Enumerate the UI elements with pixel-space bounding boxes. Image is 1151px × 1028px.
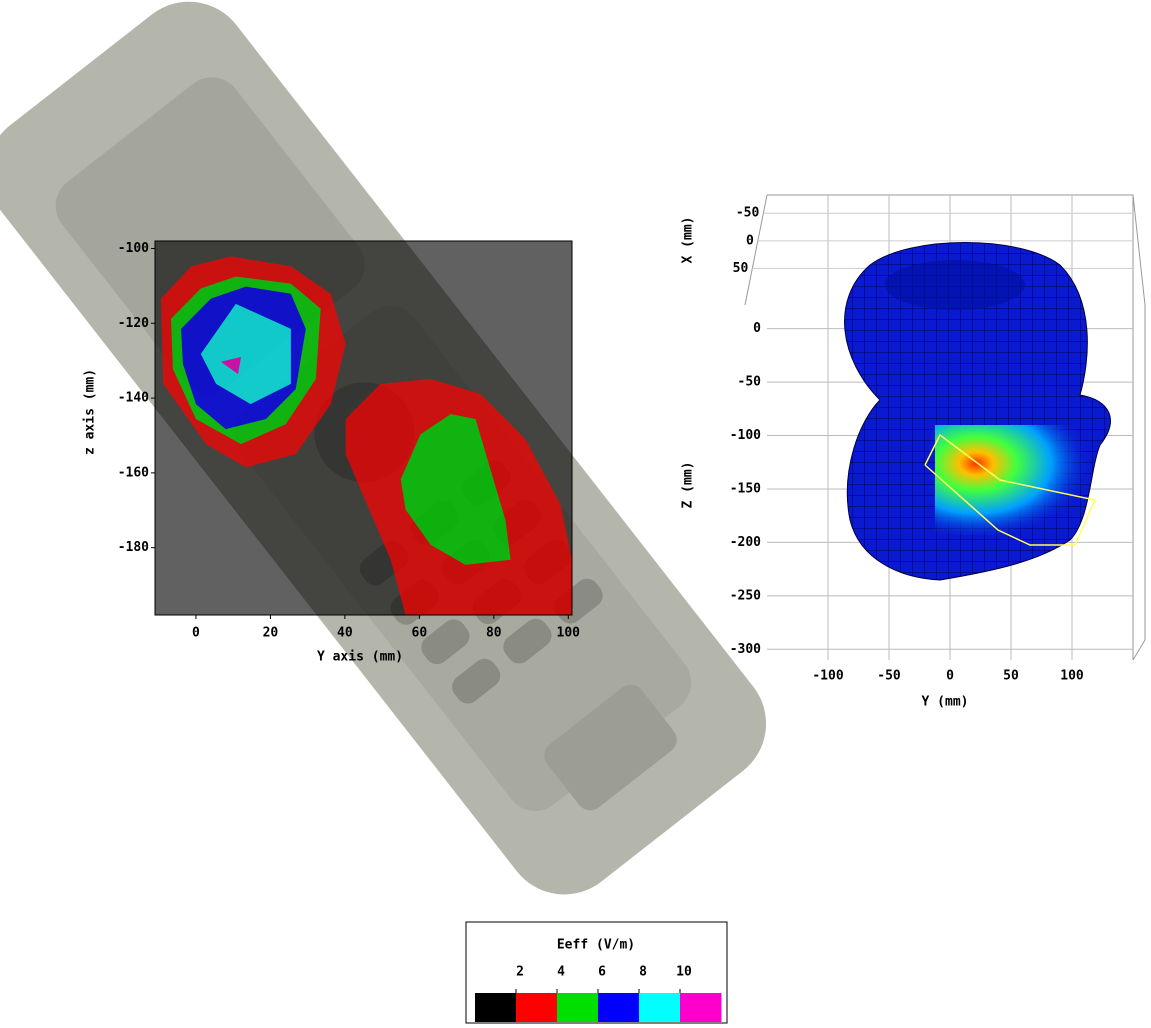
x-tick-label: 20 <box>263 626 279 641</box>
y-tick-label: -50 <box>736 206 760 221</box>
y-tick-label: -100 <box>118 241 149 256</box>
x-tick-label: 100 <box>1060 669 1084 684</box>
x-tick-label: 0 <box>946 669 954 684</box>
y-tick-label: 0 <box>746 233 754 248</box>
x-axis-label: Y (mm) <box>922 695 969 710</box>
y-tick-label: -180 <box>118 540 149 555</box>
z-tick-label: -200 <box>730 535 761 550</box>
x-tick-label: 40 <box>337 626 353 641</box>
contour-region <box>220 356 242 375</box>
colorbar-tick-label: 2 <box>516 965 524 980</box>
y-tick-label: -140 <box>118 391 149 406</box>
x-tick-label: -50 <box>877 669 901 684</box>
color-swatch <box>680 993 722 1022</box>
z-tick-label: -100 <box>730 428 761 443</box>
y-axis-label: X (mm) <box>681 217 696 264</box>
colorbar-tick-label: 4 <box>557 965 565 980</box>
plot-frame <box>154 240 573 616</box>
y-tick-label: -160 <box>118 465 149 480</box>
x-tick-label: 60 <box>412 626 428 641</box>
color-swatch <box>516 993 558 1022</box>
z-axis-label: Z (mm) <box>681 462 696 509</box>
x-tick-label: 80 <box>486 626 502 641</box>
y-tick-label: -120 <box>118 316 149 331</box>
x-tick-label: 0 <box>192 626 200 641</box>
colorbar <box>475 989 722 1022</box>
x-tick-label: 50 <box>1003 669 1019 684</box>
colorbar-tick-label: 6 <box>598 965 606 980</box>
color-swatch <box>639 993 681 1022</box>
x-axis-label: Y axis (mm) <box>317 650 403 665</box>
contour-layer <box>160 256 572 615</box>
y-tick-label: 50 <box>733 261 749 276</box>
head-model <box>844 242 1111 581</box>
color-swatch <box>475 993 517 1022</box>
z-tick-label: -300 <box>730 642 761 657</box>
color-swatch <box>557 993 599 1022</box>
colorbar-tick-label: 10 <box>676 965 692 980</box>
contour-region <box>400 414 511 565</box>
y-axis-label: z axis (mm) <box>83 369 98 455</box>
z-tick-label: 0 <box>753 321 761 336</box>
colorbar-title: Eeff (V/m) <box>557 938 635 953</box>
x-tick-label: 100 <box>557 626 581 641</box>
color-swatch <box>598 993 640 1022</box>
colorbar-tick-label: 8 <box>639 965 647 980</box>
z-tick-label: -150 <box>730 481 761 496</box>
z-tick-label: -50 <box>738 375 762 390</box>
z-tick-label: -250 <box>730 588 761 603</box>
contour-region <box>200 303 291 405</box>
x-tick-label: -100 <box>812 669 843 684</box>
